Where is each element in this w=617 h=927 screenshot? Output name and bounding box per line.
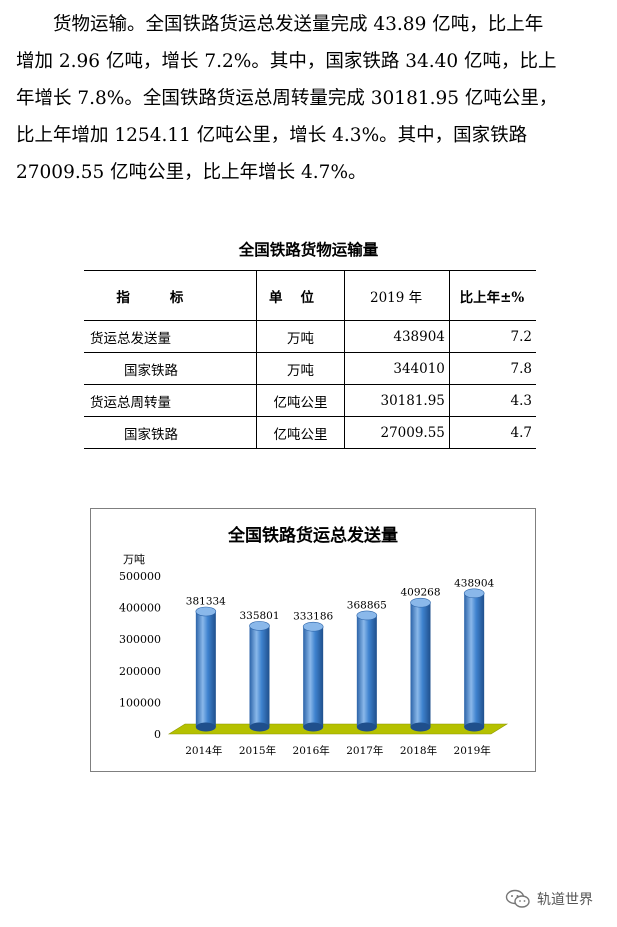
table-row: 国家铁路 万吨 344010 7.8: [84, 352, 536, 385]
body-paragraph: 货物运输。全国铁路货运总发送量完成 43.89 亿吨，比上年 增加 2.96 亿…: [16, 6, 604, 191]
cell-unit: 万吨: [255, 320, 345, 353]
cell-value: 438904: [344, 320, 450, 353]
x-tick-label: 2018年: [400, 744, 437, 757]
y-tick-label: 400000: [119, 602, 161, 615]
y-axis: 0 100000 200000 300000 400000 500000: [119, 570, 161, 741]
chart-floor: [167, 723, 509, 735]
x-tick-label: 2019年: [454, 744, 491, 757]
data-labels: 381334 335801 333186 368865 409268 438904: [186, 577, 495, 622]
cell-value: 344010: [344, 352, 450, 385]
watermark: 轨道世界: [505, 889, 593, 909]
bar: [195, 606, 217, 732]
data-label: 333186: [293, 611, 333, 623]
cell-unit: 万吨: [255, 352, 345, 385]
watermark-text: 轨道世界: [537, 892, 593, 908]
chart-title: 全国铁路货运总发送量: [227, 525, 398, 546]
table-header-row: 指标 单位 2019 年 比上年±%: [84, 270, 536, 321]
header-unit: 单位: [255, 270, 345, 321]
bar: [356, 610, 378, 732]
cell-unit: 亿吨公里: [255, 384, 345, 417]
y-tick-label: 100000: [119, 696, 161, 709]
y-tick-label: 200000: [119, 665, 161, 678]
data-label: 368865: [347, 599, 387, 611]
chart-svg: 全国铁路货运总发送量 万吨 0 100000 200000 300000 400000 5…: [119, 525, 509, 757]
freight-table: 指标 单位 2019 年 比上年±% 货运总发送量 万吨 438904 7.2 …: [84, 270, 536, 449]
y-tick-label: 0: [154, 728, 161, 741]
wechat-icon: [505, 889, 530, 908]
paragraph-line: 增加 2.96 亿吨，增长 7.2%。其中，国家铁路 34.40 亿吨，比上: [16, 51, 557, 72]
data-label: 335801: [239, 610, 279, 622]
floor-plane: [167, 723, 509, 735]
header-change: 比上年±%: [448, 270, 536, 321]
cell-indicator: 货运总发送量: [84, 320, 257, 353]
table-row: 国家铁路 亿吨公里 27009.55 4.7: [84, 416, 536, 449]
header-year: 2019 年: [344, 270, 450, 321]
paragraph-line: 货物运输。全国铁路货运总发送量完成 43.89 亿吨，比上年: [53, 14, 544, 35]
header-indicator: 指标: [84, 270, 257, 321]
data-label: 438904: [454, 577, 494, 589]
paragraph-line: 27009.55 亿吨公里，比上年增长 4.7%。: [16, 162, 367, 183]
y-tick-label: 300000: [119, 633, 161, 646]
table-row: 货运总发送量 万吨 438904 7.2: [84, 320, 536, 353]
cell-change: 7.2: [448, 320, 536, 353]
freight-chart: 全国铁路货运总发送量 万吨 0 100000 200000 300000 400000 5…: [90, 508, 536, 772]
cell-change: 4.3: [448, 384, 536, 417]
cell-change: 4.7: [448, 416, 536, 449]
paragraph-line: 比上年增加 1254.11 亿吨公里，增长 4.3%。其中，国家铁路: [16, 125, 528, 146]
bar: [410, 597, 431, 732]
cell-unit: 亿吨公里: [255, 416, 345, 449]
data-label: 409268: [400, 587, 440, 599]
cell-indicator: 国家铁路: [84, 352, 257, 385]
table-title: 全国铁路货物运输量: [238, 241, 379, 259]
bar: [302, 621, 324, 732]
bars: [195, 588, 485, 732]
x-tick-label: 2016年: [293, 744, 330, 757]
data-label: 381334: [186, 595, 226, 607]
cell-change: 7.8: [448, 352, 536, 385]
bar: [249, 621, 270, 732]
cell-indicator: 货运总周转量: [84, 384, 257, 417]
cell-indicator: 国家铁路: [84, 416, 257, 449]
paragraph-line: 年增长 7.8%。全国铁路货运总周转量完成 30181.95 亿吨公里，: [16, 88, 558, 109]
cell-value: 27009.55: [344, 416, 450, 449]
x-tick-label: 2014年: [185, 744, 222, 757]
y-axis-label: 万吨: [123, 553, 145, 566]
bar: [463, 588, 485, 732]
cell-value: 30181.95: [344, 384, 450, 417]
x-axis: 2014年 2015年 2016年 2017年 2018年 2019年: [185, 744, 491, 757]
table-row: 货运总周转量 亿吨公里 30181.95 4.3: [84, 384, 536, 417]
y-tick-label: 500000: [119, 570, 161, 583]
x-tick-label: 2015年: [239, 744, 276, 757]
x-tick-label: 2017年: [346, 744, 383, 757]
